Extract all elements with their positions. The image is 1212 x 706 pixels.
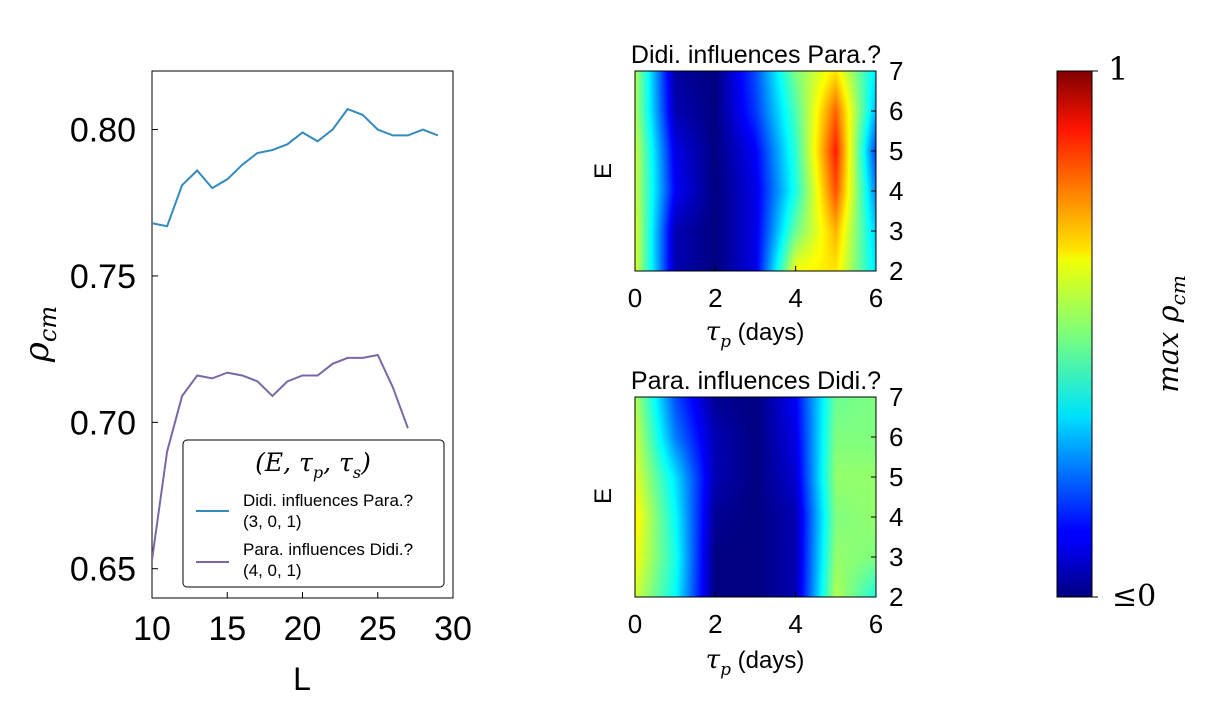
colorbar: 1 ≤0 max ρcm	[1056, 50, 1190, 614]
line-chart: 10 15 20 25 30 0.65 0.70 0.75 0.80 L ρcm (E, τp…	[17, 70, 472, 697]
heatmap-1-field	[635, 71, 876, 271]
legend-box	[182, 439, 445, 588]
line-series-group	[152, 107, 439, 561]
x-axis-label: L	[293, 661, 311, 697]
heatmap-2-title: Para. influences Didi.?	[631, 367, 881, 395]
heatmap-x-tick-label: 6	[869, 609, 883, 639]
heatmap-x-tick-label: 0	[628, 283, 642, 313]
heatmap-2-y-label: E	[590, 488, 617, 504]
y-tick-label: 0.75	[70, 258, 136, 296]
heatmap-1-title: Didi. influences Para.?	[631, 41, 881, 69]
heatmap-2-y-axis: 2 3 4 5 6 7	[871, 382, 903, 612]
heatmap-x-tick-label: 0	[628, 609, 642, 639]
heatmap-y-tick-label: 6	[889, 422, 903, 452]
x-tick-label: 30	[434, 610, 472, 648]
y-tick-label: 0.65	[70, 551, 136, 589]
heatmap-x-tick-label: 4	[788, 283, 802, 313]
legend-params-series-2: (4, 0, 1)	[243, 561, 302, 580]
heatmap-y-tick-label: 5	[889, 462, 903, 492]
heatmap-y-tick-label: 3	[889, 542, 903, 572]
y-tick-label: 0.70	[70, 404, 136, 442]
heatmap-y-tick-label: 5	[889, 136, 903, 166]
heatmap-x-tick-label: 4	[788, 609, 802, 639]
colorbar-gradient	[1056, 70, 1093, 598]
colorbar-top-label: 1	[1108, 50, 1128, 88]
heatmap-1-y-label: E	[590, 163, 617, 179]
heatmap-y-tick-label: 2	[889, 256, 903, 286]
series-line-1	[152, 107, 439, 228]
heatmap-y-tick-label: 2	[889, 582, 903, 612]
legend-label-series-1: Didi. influences Para.?	[243, 491, 413, 510]
legend: (E, τp, τs) Didi. influences Para.? (3, …	[182, 439, 445, 588]
heatmap-canvas	[635, 71, 876, 271]
heatmap-didi-influences-para: Didi. influences Para.? 0 2 4 6 2 3 4 5 6 7 E τp…	[590, 41, 903, 352]
heatmap-y-tick-label: 7	[889, 56, 903, 86]
y-axis: 0.65 0.70 0.75 0.80	[70, 112, 158, 589]
heatmap-2-frame	[634, 396, 877, 598]
heatmap-canvas	[635, 397, 876, 597]
x-tick-label: 25	[359, 610, 397, 648]
heatmap-x-tick-label: 2	[708, 283, 722, 313]
legend-params-series-1: (3, 0, 1)	[243, 512, 302, 531]
x-axis: 10 15 20 25 30	[133, 592, 472, 648]
series-line-2	[152, 353, 409, 561]
heatmap-y-tick-label: 3	[889, 216, 903, 246]
heatmap-2-x-label: τp (days)	[706, 645, 805, 680]
heatmap-1-frame	[634, 70, 877, 272]
heatmap-y-tick-label: 4	[889, 502, 903, 532]
heatmap-x-tick-label: 6	[869, 283, 883, 313]
heatmap-y-tick-label: 6	[889, 96, 903, 126]
colorbar-bottom-label: ≤0	[1112, 579, 1156, 614]
x-tick-label: 20	[284, 610, 322, 648]
heatmap-x-tick-label: 2	[708, 609, 722, 639]
legend-label-series-2: Para. influences Didi.?	[243, 540, 413, 559]
heatmap-1-x-axis: 0 2 4 6	[628, 266, 883, 313]
heatmap-y-tick-label: 7	[889, 382, 903, 412]
x-tick-label: 15	[208, 610, 246, 648]
x-tick-label: 10	[133, 610, 171, 648]
heatmap-1-y-axis: 2 3 4 5 6 7	[871, 56, 903, 286]
heatmap-y-tick-label: 4	[889, 176, 903, 206]
y-tick-label: 0.80	[70, 112, 136, 150]
heatmap-2-x-axis: 0 2 4 6	[628, 592, 883, 639]
heatmap-1-x-label: τp (days)	[706, 317, 805, 352]
heatmap-2-field	[635, 397, 876, 597]
heatmap-para-influences-didi: Para. influences Didi.? 0 2 4 6 2 3 4 5 6 7 E τp…	[590, 367, 903, 680]
colorbar-label: max ρcm	[1151, 275, 1190, 393]
y-axis-label: ρcm	[17, 306, 62, 363]
